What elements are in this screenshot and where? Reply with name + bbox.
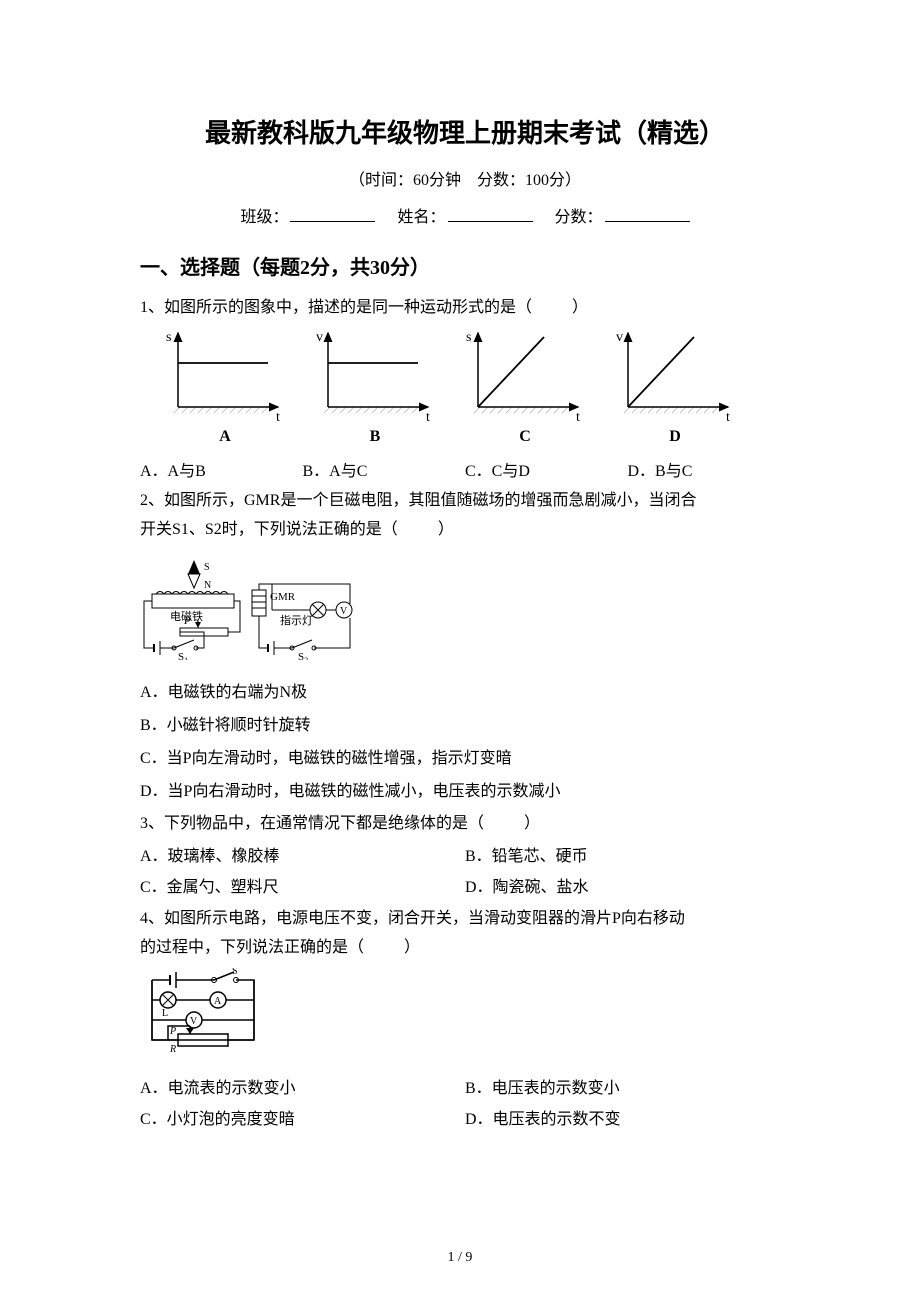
class-blank xyxy=(290,205,375,222)
svg-text:V: V xyxy=(190,1016,198,1027)
q4-optB: B．电压表的示数变小 xyxy=(465,1075,790,1104)
class-label: 班级： xyxy=(240,209,288,226)
s1-label: S1 xyxy=(178,651,188,660)
q1-optD: D．B与C xyxy=(628,458,791,487)
p-label: P xyxy=(183,615,191,627)
q2-optB: B．小磁针将顺时针旋转 xyxy=(140,712,790,741)
q1-graph-B: v t xyxy=(310,327,440,423)
q4-stem1: 4、如图所示电路，电源电压不变，闭合开关，当滑动变阻器的滑片P向右移动 xyxy=(140,910,685,927)
doc-title: 最新教科版九年级物理上册期末考试（精选） xyxy=(140,110,790,157)
q4-text: 4、如图所示电路，电源电压不变，闭合开关，当滑动变阻器的滑片P向右移动 的过程中… xyxy=(140,905,790,963)
name-blank xyxy=(448,205,533,222)
q1-options: A．A与B B．A与C C．C与D D．B与C xyxy=(140,458,790,487)
q1-text: 1、如图所示的图象中，描述的是同一种运动形式的是（ ） xyxy=(140,294,790,323)
q2-optD: D．当P向右滑动时，电磁铁的磁性减小，电压表的示数减小 xyxy=(140,778,790,807)
q1-label-B: B xyxy=(310,423,440,452)
svg-text:t: t xyxy=(276,410,280,423)
svg-text:L: L xyxy=(162,1008,168,1019)
section1-heading: 一、选择题（每题2分，共30分） xyxy=(140,250,790,286)
q3-optB: B．铅笔芯、硬币 xyxy=(465,843,790,872)
q2-stem1: 2、如图所示，GMR是一个巨磁电阻，其阻值随磁场的增强而急剧减小，当闭合 xyxy=(140,492,696,509)
svg-text:S: S xyxy=(232,968,238,977)
q4-optA: A．电流表的示数变小 xyxy=(140,1075,465,1104)
score-blank xyxy=(605,205,690,222)
svg-text:t: t xyxy=(576,410,580,423)
meta-line: 班级： 姓名： 分数： xyxy=(140,204,790,233)
q4-circuit: S L A V P R xyxy=(140,968,790,1067)
svg-text:v: v xyxy=(316,330,323,345)
q2-optC: C．当P向左滑动时，电磁铁的磁性增强，指示灯变暗 xyxy=(140,745,790,774)
gmr-label: GMR xyxy=(270,591,296,603)
svg-text:s: s xyxy=(166,330,171,345)
svg-text:s: s xyxy=(466,330,471,345)
q1-optB: B．A与C xyxy=(303,458,466,487)
q1-optC: C．C与D xyxy=(465,458,628,487)
page-number: 1 / 9 xyxy=(0,1245,920,1270)
q2-stem2: 开关S1、S2时，下列说法正确的是（ xyxy=(140,521,398,538)
q3-text: 3、下列物品中，在通常情况下都是绝缘体的是（ ） xyxy=(140,810,790,839)
q3-optD: D．陶瓷碗、盐水 xyxy=(465,874,790,903)
q1-stem: 1、如图所示的图象中，描述的是同一种运动形式的是（ xyxy=(140,299,532,316)
doc-subtitle: （时间：60分钟 分数：100分） xyxy=(140,167,790,196)
lamp-label: 指示灯 xyxy=(280,613,313,627)
s2-label: S2 xyxy=(298,651,308,660)
q1-graphs: s t v t xyxy=(160,327,790,423)
q2-close: ） xyxy=(438,521,454,538)
q1-label-A: A xyxy=(160,423,290,452)
q1-graph-C: s t xyxy=(460,327,590,423)
compass-N: N xyxy=(204,580,211,591)
q1-close: ） xyxy=(572,299,588,316)
svg-text:R: R xyxy=(169,1044,176,1055)
score-label: 分数： xyxy=(555,209,603,226)
q2-optA: A．电磁铁的右端为N极 xyxy=(140,679,790,708)
q2-circuit: S N 电磁铁 S1 xyxy=(140,550,790,671)
svg-text:t: t xyxy=(426,410,430,423)
q1-graph-labels: A B C D xyxy=(160,423,790,452)
q3-optC: C．金属勺、塑料尺 xyxy=(140,874,465,903)
q4-optC: C．小灯泡的亮度变暗 xyxy=(140,1106,465,1135)
q4-options: A．电流表的示数变小 B．电压表的示数变小 C．小灯泡的亮度变暗 D．电压表的示… xyxy=(140,1075,790,1137)
name-label: 姓名： xyxy=(397,209,445,226)
q3-close: ） xyxy=(524,815,540,832)
svg-text:A: A xyxy=(214,996,222,1007)
voltmeter-label: V xyxy=(340,606,348,617)
q3-options: A．玻璃棒、橡胶棒 B．铅笔芯、硬币 C．金属勺、塑料尺 D．陶瓷碗、盐水 xyxy=(140,843,790,905)
q3-stem: 3、下列物品中，在通常情况下都是绝缘体的是（ xyxy=(140,815,484,832)
svg-text:t: t xyxy=(726,410,730,423)
page: 最新教科版九年级物理上册期末考试（精选） （时间：60分钟 分数：100分） 班… xyxy=(0,0,920,1302)
q4-close: ） xyxy=(404,939,420,956)
q4-stem2: 的过程中，下列说法正确的是（ xyxy=(140,939,364,956)
q1-graph-A: s t xyxy=(160,327,290,423)
q1-graph-D: v t xyxy=(610,327,740,423)
q3-optA: A．玻璃棒、橡胶棒 xyxy=(140,843,465,872)
q1-label-C: C xyxy=(460,423,590,452)
q1-label-D: D xyxy=(610,423,740,452)
compass-S: S xyxy=(204,562,210,573)
svg-text:P: P xyxy=(169,1026,176,1037)
q4-optD: D．电压表的示数不变 xyxy=(465,1106,790,1135)
q2-options: A．电磁铁的右端为N极 B．小磁针将顺时针旋转 C．当P向左滑动时，电磁铁的磁性… xyxy=(140,679,790,806)
svg-text:v: v xyxy=(616,330,623,345)
q2-text: 2、如图所示，GMR是一个巨磁电阻，其阻值随磁场的增强而急剧减小，当闭合 开关S… xyxy=(140,487,790,545)
q1-optA: A．A与B xyxy=(140,458,303,487)
